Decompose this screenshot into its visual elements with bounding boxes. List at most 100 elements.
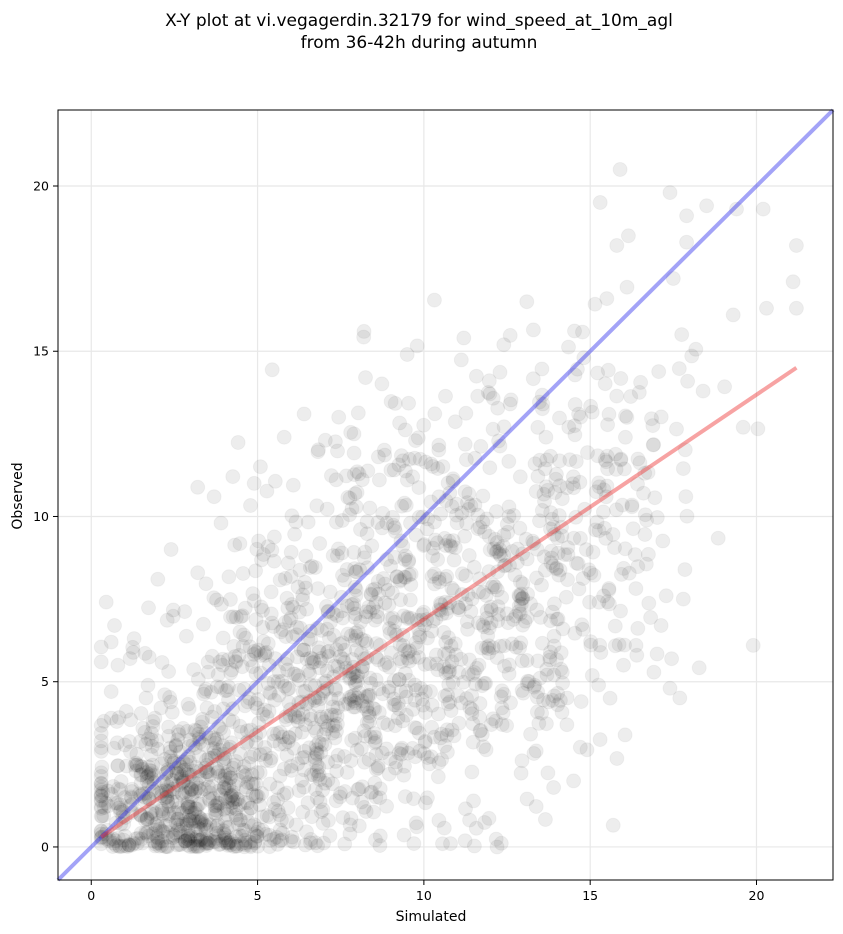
data-point-956 <box>370 758 386 774</box>
data-point-1714 <box>501 499 517 515</box>
data-point-1155 <box>360 689 376 705</box>
data-point-1157 <box>472 723 488 739</box>
data-point-1851 <box>599 291 615 307</box>
data-point-125 <box>175 773 191 789</box>
data-point-1669 <box>554 519 569 535</box>
data-point-219 <box>224 788 240 804</box>
data-point-497 <box>244 818 260 834</box>
data-point-1683 <box>425 459 441 474</box>
data-point-1580 <box>335 635 351 651</box>
data-point-372 <box>159 838 175 854</box>
data-point-266 <box>158 782 174 798</box>
data-point-96 <box>113 797 128 813</box>
data-point-1118 <box>473 438 489 454</box>
data-point-1028 <box>382 751 398 767</box>
data-point-1177 <box>283 544 299 560</box>
data-point-1575 <box>513 765 529 781</box>
data-point-1542 <box>454 505 470 521</box>
data-point-136 <box>112 804 128 820</box>
data-point-798 <box>342 817 358 833</box>
data-point-150 <box>154 783 170 799</box>
data-point-925 <box>309 757 325 772</box>
data-point-1108 <box>389 627 404 643</box>
data-point-476 <box>147 710 163 726</box>
data-point-833 <box>244 776 260 792</box>
data-point-854 <box>401 567 417 583</box>
data-point-1924 <box>651 364 667 380</box>
data-point-1662 <box>496 558 512 574</box>
data-point-901 <box>316 675 332 691</box>
data-point-1139 <box>347 632 363 648</box>
data-point-826 <box>325 725 341 741</box>
data-point-1495 <box>371 472 387 488</box>
data-point-739 <box>248 789 264 805</box>
data-point-1138 <box>397 758 412 774</box>
data-point-80 <box>180 832 196 848</box>
data-point-703 <box>315 802 331 818</box>
data-point-416 <box>219 807 235 822</box>
data-point-1377 <box>395 538 411 554</box>
data-point-174 <box>141 759 156 775</box>
data-point-140 <box>221 712 237 728</box>
data-point-1587 <box>388 754 404 770</box>
data-point-1577 <box>342 671 358 687</box>
data-point-994 <box>309 742 325 758</box>
data-point-903 <box>383 558 399 574</box>
data-point-998 <box>407 749 423 765</box>
data-point-996 <box>248 727 264 743</box>
data-point-758 <box>200 835 216 851</box>
data-point-1452 <box>460 666 476 682</box>
data-point-734 <box>222 592 238 607</box>
data-point-218 <box>230 791 246 807</box>
data-point-130 <box>180 799 196 815</box>
data-point-1411 <box>461 501 477 517</box>
data-point-1239 <box>379 798 395 814</box>
data-point-49 <box>222 770 238 786</box>
data-point-64 <box>258 826 274 842</box>
data-point-1395 <box>368 832 383 848</box>
data-point-1291 <box>442 538 458 554</box>
data-point-1626 <box>552 478 568 494</box>
data-point-34 <box>123 789 139 805</box>
data-point-1682 <box>519 676 535 692</box>
data-point-229 <box>204 750 220 766</box>
data-point-21 <box>209 803 225 819</box>
data-point-1328 <box>503 695 518 711</box>
data-point-316 <box>180 795 196 811</box>
data-point-962 <box>336 749 352 764</box>
data-point-290 <box>249 828 265 844</box>
data-point-88 <box>193 783 209 799</box>
data-point-1073 <box>327 658 342 674</box>
data-point-1339 <box>350 668 366 684</box>
data-point-143 <box>141 791 157 807</box>
data-point-315 <box>174 768 190 784</box>
data-point-822 <box>329 716 345 732</box>
data-point-1741 <box>537 493 552 509</box>
data-point-803 <box>258 753 274 768</box>
data-point-1069 <box>283 833 299 849</box>
data-point-689 <box>319 663 335 679</box>
data-point-752 <box>236 627 251 643</box>
data-point-1263 <box>468 676 483 692</box>
data-point-601 <box>290 668 306 684</box>
data-point-1833 <box>475 514 491 530</box>
data-point-302 <box>249 828 265 844</box>
data-point-398 <box>94 808 110 824</box>
data-point-1481 <box>490 599 506 615</box>
data-point-964 <box>261 703 277 719</box>
data-point-1031 <box>235 566 251 581</box>
data-point-24 <box>228 801 244 817</box>
data-point-1513 <box>349 464 365 480</box>
data-point-696 <box>246 646 262 662</box>
data-point-977 <box>212 654 228 670</box>
data-point-656 <box>248 645 264 661</box>
data-point-726 <box>256 633 271 649</box>
data-point-1702 <box>416 746 432 762</box>
data-point-1143 <box>381 683 397 699</box>
data-point-539 <box>283 569 299 584</box>
data-point-1049 <box>213 721 228 737</box>
data-point-260 <box>216 823 231 839</box>
data-point-538 <box>129 757 145 773</box>
data-point-1413 <box>319 598 334 614</box>
data-point-1164 <box>346 544 362 560</box>
